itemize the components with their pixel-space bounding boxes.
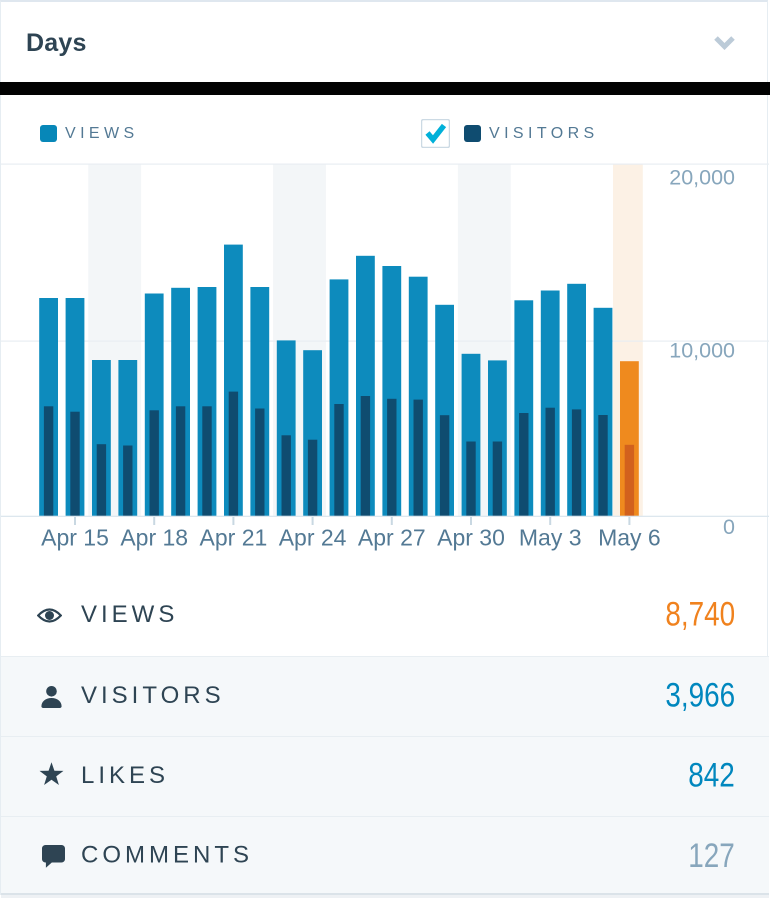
svg-text:0: 0 — [723, 515, 735, 539]
svg-text:May 6: May 6 — [598, 525, 661, 551]
svg-text:10,000: 10,000 — [669, 338, 735, 362]
svg-text:May 3: May 3 — [519, 525, 582, 551]
svg-text:Apr 21: Apr 21 — [200, 525, 268, 551]
svg-text:Apr 30: Apr 30 — [437, 525, 505, 551]
svg-text:Apr 24: Apr 24 — [279, 525, 347, 551]
svg-text:Apr 27: Apr 27 — [358, 525, 426, 551]
svg-text:Apr 15: Apr 15 — [41, 525, 109, 551]
svg-text:20,000: 20,000 — [669, 166, 735, 190]
svg-text:Apr 18: Apr 18 — [120, 525, 188, 551]
